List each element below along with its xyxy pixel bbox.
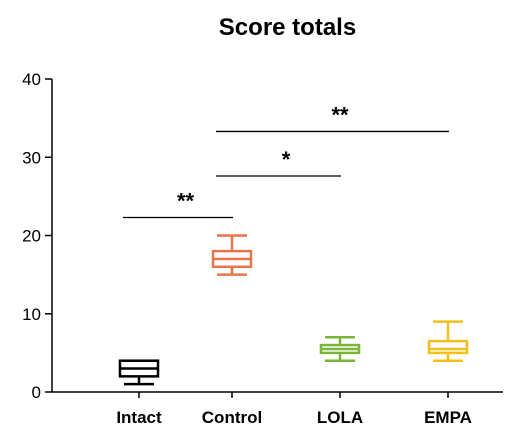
y-tick-label: 20 [22, 227, 41, 246]
boxes [118, 234, 469, 386]
y-tick-label: 30 [22, 148, 41, 167]
x-tick-label: Intact [116, 408, 162, 427]
y-tick-label: 40 [22, 70, 41, 89]
chart-title: Score totals [218, 14, 357, 41]
box-iqr [427, 339, 469, 355]
significance-label: ** [331, 102, 349, 127]
significance-label: * [282, 147, 291, 172]
axes: 0 10 20 30 40 Intact Control LOLA EMPA [22, 70, 503, 427]
significance-label: ** [177, 189, 195, 214]
y-tick-label: 0 [32, 383, 41, 402]
box-intact [118, 359, 160, 386]
box-empa [427, 320, 469, 362]
significance-control-lola: * [216, 147, 341, 177]
box-lola [319, 335, 361, 362]
significance-intact-control: ** [123, 189, 233, 219]
significance-bars: ***** [123, 102, 449, 219]
x-tick-label: Control [202, 408, 262, 427]
x-tick-label: EMPA [424, 408, 472, 427]
box-control [211, 234, 253, 276]
x-tick-label: LOLA [317, 408, 363, 427]
significance-control-empa: ** [216, 102, 449, 133]
y-tick-label: 10 [22, 305, 41, 324]
